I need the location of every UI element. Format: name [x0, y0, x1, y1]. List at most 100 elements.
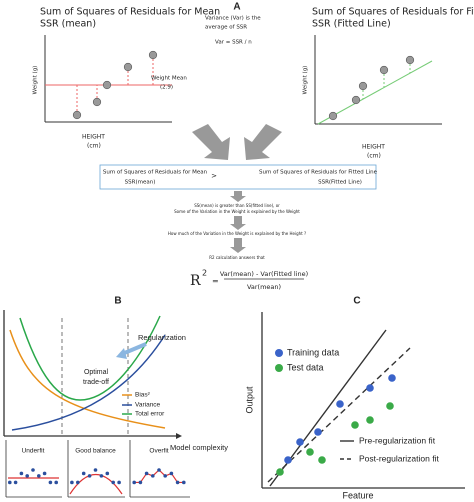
legend-label: Test data [287, 362, 324, 372]
formula: 2 [202, 269, 207, 278]
test-point [386, 402, 394, 410]
sample-point [93, 468, 98, 472]
sample-point [37, 474, 41, 478]
regularization-arrow [121, 342, 147, 356]
sample-point [111, 480, 115, 485]
arrow [230, 238, 246, 253]
sample-point [13, 480, 18, 485]
training-point [284, 456, 292, 464]
plot-title: Sum of Squares of Residuals for Fitted L… [312, 7, 474, 18]
legend-label: Pre-regularization fit [359, 435, 436, 445]
comparison-operator: > [211, 172, 217, 180]
sample-point [175, 480, 180, 485]
sample-point [81, 471, 86, 476]
legend-label: Variance [135, 402, 161, 409]
fit-label: Underfit [22, 448, 45, 455]
variance-curve [11, 334, 166, 431]
step-text: Some of the Variation in the Weight is e… [174, 209, 300, 214]
legend-marker [275, 364, 283, 372]
sample-point [48, 480, 53, 485]
panel-label: C [353, 296, 360, 307]
training-point [336, 400, 344, 408]
sample-point [87, 474, 92, 478]
test-point [306, 448, 314, 456]
formula: Var(mean) [247, 283, 281, 291]
training-point [314, 428, 322, 436]
comparison-text: SSR(Fitted Line) [318, 180, 362, 186]
point [102, 80, 112, 90]
sample-point [70, 480, 74, 485]
fit-curve [69, 474, 123, 495]
sample-point [163, 474, 167, 478]
training-point [388, 374, 396, 382]
point [123, 62, 133, 72]
point [328, 111, 338, 121]
legend-label: Post-regularization fit [359, 453, 439, 463]
mean-label: Weight Mean [151, 76, 187, 82]
plot-title: SSR (Fitted Line) [312, 19, 391, 30]
arrow-head [116, 348, 127, 359]
sample-point [42, 471, 47, 476]
point [379, 65, 389, 75]
training-point [296, 438, 304, 446]
sample-point [19, 471, 24, 476]
step-text: R2 calculation answers that [209, 255, 265, 260]
bias-curve [9, 329, 166, 429]
sample-point [76, 480, 80, 485]
note: average of SSR [205, 25, 247, 31]
sample-point [138, 480, 143, 485]
point [405, 55, 415, 65]
sample-point [8, 480, 12, 485]
training-point [366, 384, 374, 392]
note: Var = SSR / n [215, 40, 252, 46]
sample-point [169, 471, 174, 476]
formula: R [190, 273, 201, 289]
sample-point [105, 471, 110, 476]
test-point [276, 468, 284, 476]
comparison-text: Sum of Squares of Residuals for Fitted L… [259, 170, 378, 176]
formula: Var(mean) - Var(Fitted line) [220, 270, 308, 278]
point [148, 50, 158, 60]
note: Variance (Var) is the [205, 16, 261, 22]
y-axis-label: Weight (g) [303, 66, 309, 95]
fit-label: Good balance [75, 448, 116, 455]
arrow [192, 124, 230, 160]
sample-point [99, 474, 104, 478]
fit-label: Overfit [149, 448, 168, 455]
point [92, 97, 102, 107]
x-axis-label: HEIGHT [362, 144, 385, 151]
arrow [230, 216, 246, 230]
point [351, 95, 361, 105]
arrow [244, 124, 282, 160]
test-point [366, 416, 374, 424]
arrow [230, 191, 246, 202]
y-axis-label: Output [244, 386, 254, 414]
sample-point [54, 480, 58, 485]
step-text: SS(mean) is greater than SS(fitted line)… [194, 203, 280, 208]
legend-label: Bias² [135, 392, 151, 399]
fit-line [317, 60, 433, 125]
annotation: Optimal [84, 369, 109, 376]
axis-arrow [176, 433, 182, 439]
x-axis-label: Feature [342, 490, 373, 500]
panel-label: A [233, 2, 240, 13]
test-point [318, 456, 326, 464]
panel-label: B [114, 296, 121, 307]
x-axis-label: (cm) [87, 143, 101, 150]
sample-point [151, 474, 155, 478]
x-axis-label: (cm) [367, 153, 381, 160]
sample-point [182, 480, 186, 485]
point [72, 110, 82, 120]
x-axis-label: Model complexity [170, 443, 228, 452]
total-error-curve [19, 315, 161, 401]
x-axis-label: HEIGHT [82, 134, 105, 141]
annotation: trade-off [83, 379, 109, 386]
fit-curve [134, 469, 184, 484]
legend-marker [275, 349, 283, 357]
sample-point [117, 480, 121, 485]
step-text: How much of the Variation in the Weight … [168, 231, 306, 236]
test-point [351, 421, 359, 429]
annotation: Regularization [138, 333, 186, 342]
sample-point [132, 480, 136, 485]
